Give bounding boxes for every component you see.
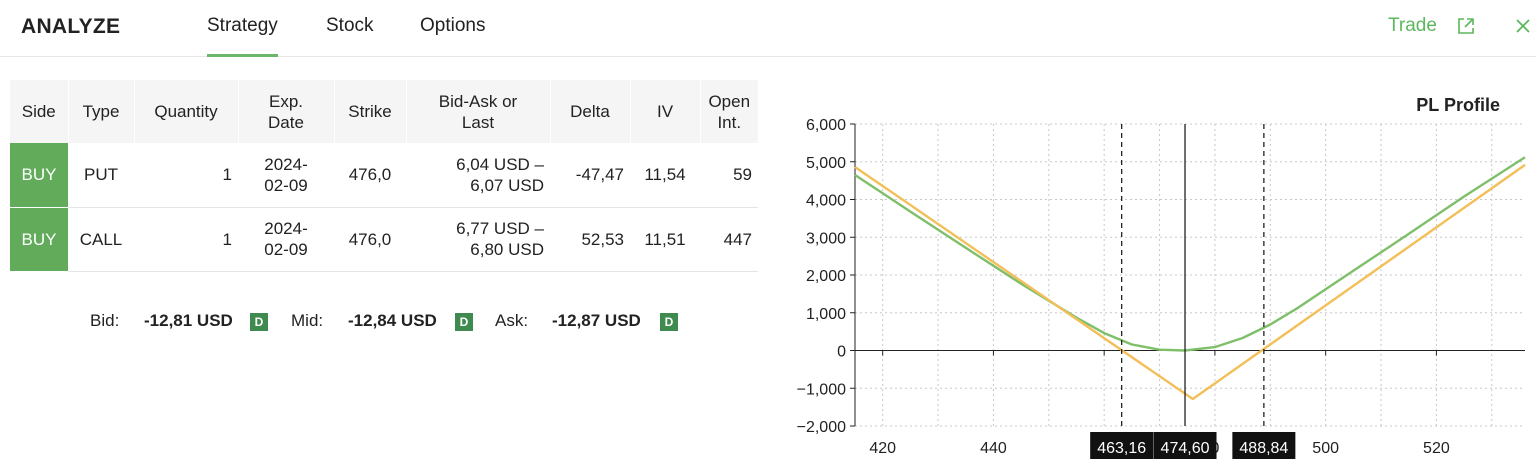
marker-label: 488,84	[1239, 440, 1288, 457]
marker-label-bg	[1090, 432, 1154, 459]
cell-type: PUT	[68, 143, 134, 208]
cell-bid-ask: 6,77 USD – 6,80 USD	[406, 207, 550, 272]
col-header-type: Type	[68, 80, 135, 143]
col-header-quantity: Quantity	[134, 80, 239, 143]
cell-quantity: 1	[134, 143, 238, 208]
marker-label: 474,60	[1161, 440, 1210, 457]
y-tick-label: 0	[837, 344, 846, 361]
series-line	[854, 163, 1526, 401]
ask-label: Ask:	[495, 311, 529, 330]
side-buy-button[interactable]: BUY	[10, 207, 68, 272]
col-header-exp-date: Exp. Date	[238, 80, 335, 143]
bid-value: -12,81 USD	[144, 311, 233, 330]
ask-value: -12,87 USD	[552, 311, 641, 330]
y-tick-label: 6,000	[806, 117, 846, 134]
col-header-side: Side	[10, 80, 69, 143]
marker-label-bg	[1232, 432, 1296, 459]
table-row: BUY CALL 1 2024- 02-09 476,0 6,77 USD – …	[10, 207, 758, 272]
ask-delayed-badge: D	[660, 313, 678, 331]
series-line	[854, 156, 1526, 352]
top-bar: ANALYZE Strategy Stock Options Trade	[0, 0, 1536, 57]
cell-strike: 476,0	[334, 143, 406, 208]
col-header-strike: Strike	[334, 80, 407, 143]
cell-strike: 476,0	[334, 207, 406, 272]
x-tick-label: 440	[980, 440, 1007, 457]
cell-exp-date: 2024- 02-09	[238, 143, 334, 208]
mid-delayed-badge: D	[455, 313, 473, 331]
y-tick-label: 5,000	[806, 155, 846, 172]
tab-strategy[interactable]: Strategy	[207, 15, 278, 57]
x-tick-label: 520	[1423, 440, 1450, 457]
y-tick-label: −1,000	[797, 381, 846, 398]
y-tick-label: 3,000	[806, 230, 846, 247]
mid-value: -12,84 USD	[348, 311, 437, 330]
x-tick-label: 500	[1312, 440, 1339, 457]
col-header-bid-ask: Bid-Ask or Last	[406, 80, 551, 143]
close-icon[interactable]	[1512, 14, 1534, 38]
pl-profile-chart: 6,000 5,000 4,000 3,000 2,000 1,000 0 −1,000 −2,…	[797, 95, 1526, 459]
cell-type: CALL	[68, 207, 134, 272]
cell-quantity: 1	[134, 207, 238, 272]
y-tick-label: 1,000	[806, 306, 846, 323]
marker-label-bg	[1153, 432, 1217, 459]
tab-stock[interactable]: Stock	[326, 15, 374, 36]
cell-iv: 11,51	[630, 207, 700, 272]
col-header-iv: IV	[630, 80, 701, 143]
table-row: BUY PUT 1 2024- 02-09 476,0 6,04 USD – 6…	[10, 143, 758, 208]
mid-label: Mid:	[291, 311, 324, 330]
bid-label: Bid:	[90, 311, 120, 330]
side-buy-button[interactable]: BUY	[10, 143, 68, 208]
app-title: ANALYZE	[21, 15, 121, 38]
cell-bid-ask: 6,04 USD – 6,07 USD	[406, 143, 550, 208]
cell-delta: -47,47	[550, 143, 630, 208]
y-tick-label: 2,000	[806, 268, 846, 285]
cell-exp-date: 2024- 02-09	[238, 207, 334, 272]
cell-open-int: 447	[700, 207, 758, 272]
col-header-open-int: Open Int.	[700, 80, 758, 143]
bid-delayed-badge: D	[250, 313, 268, 331]
external-link-icon[interactable]	[1456, 16, 1476, 36]
col-header-delta: Delta	[550, 80, 631, 143]
trade-link[interactable]: Trade	[1388, 15, 1437, 36]
strategy-legs-table: Side Type Quantity Exp. Date Strike Bid-…	[10, 80, 758, 272]
chart-title: PL Profile	[1416, 95, 1500, 115]
cell-open-int: 59	[700, 143, 758, 208]
cell-iv: 11,54	[630, 143, 700, 208]
x-tick-label: 420	[869, 440, 896, 457]
cell-delta: 52,53	[550, 207, 630, 272]
table-header-row: Side Type Quantity Exp. Date Strike Bid-…	[10, 80, 758, 143]
y-tick-label: 4,000	[806, 193, 846, 210]
tab-options[interactable]: Options	[420, 15, 486, 36]
marker-label: 463,16	[1097, 440, 1146, 457]
y-tick-label: −2,000	[797, 419, 846, 436]
